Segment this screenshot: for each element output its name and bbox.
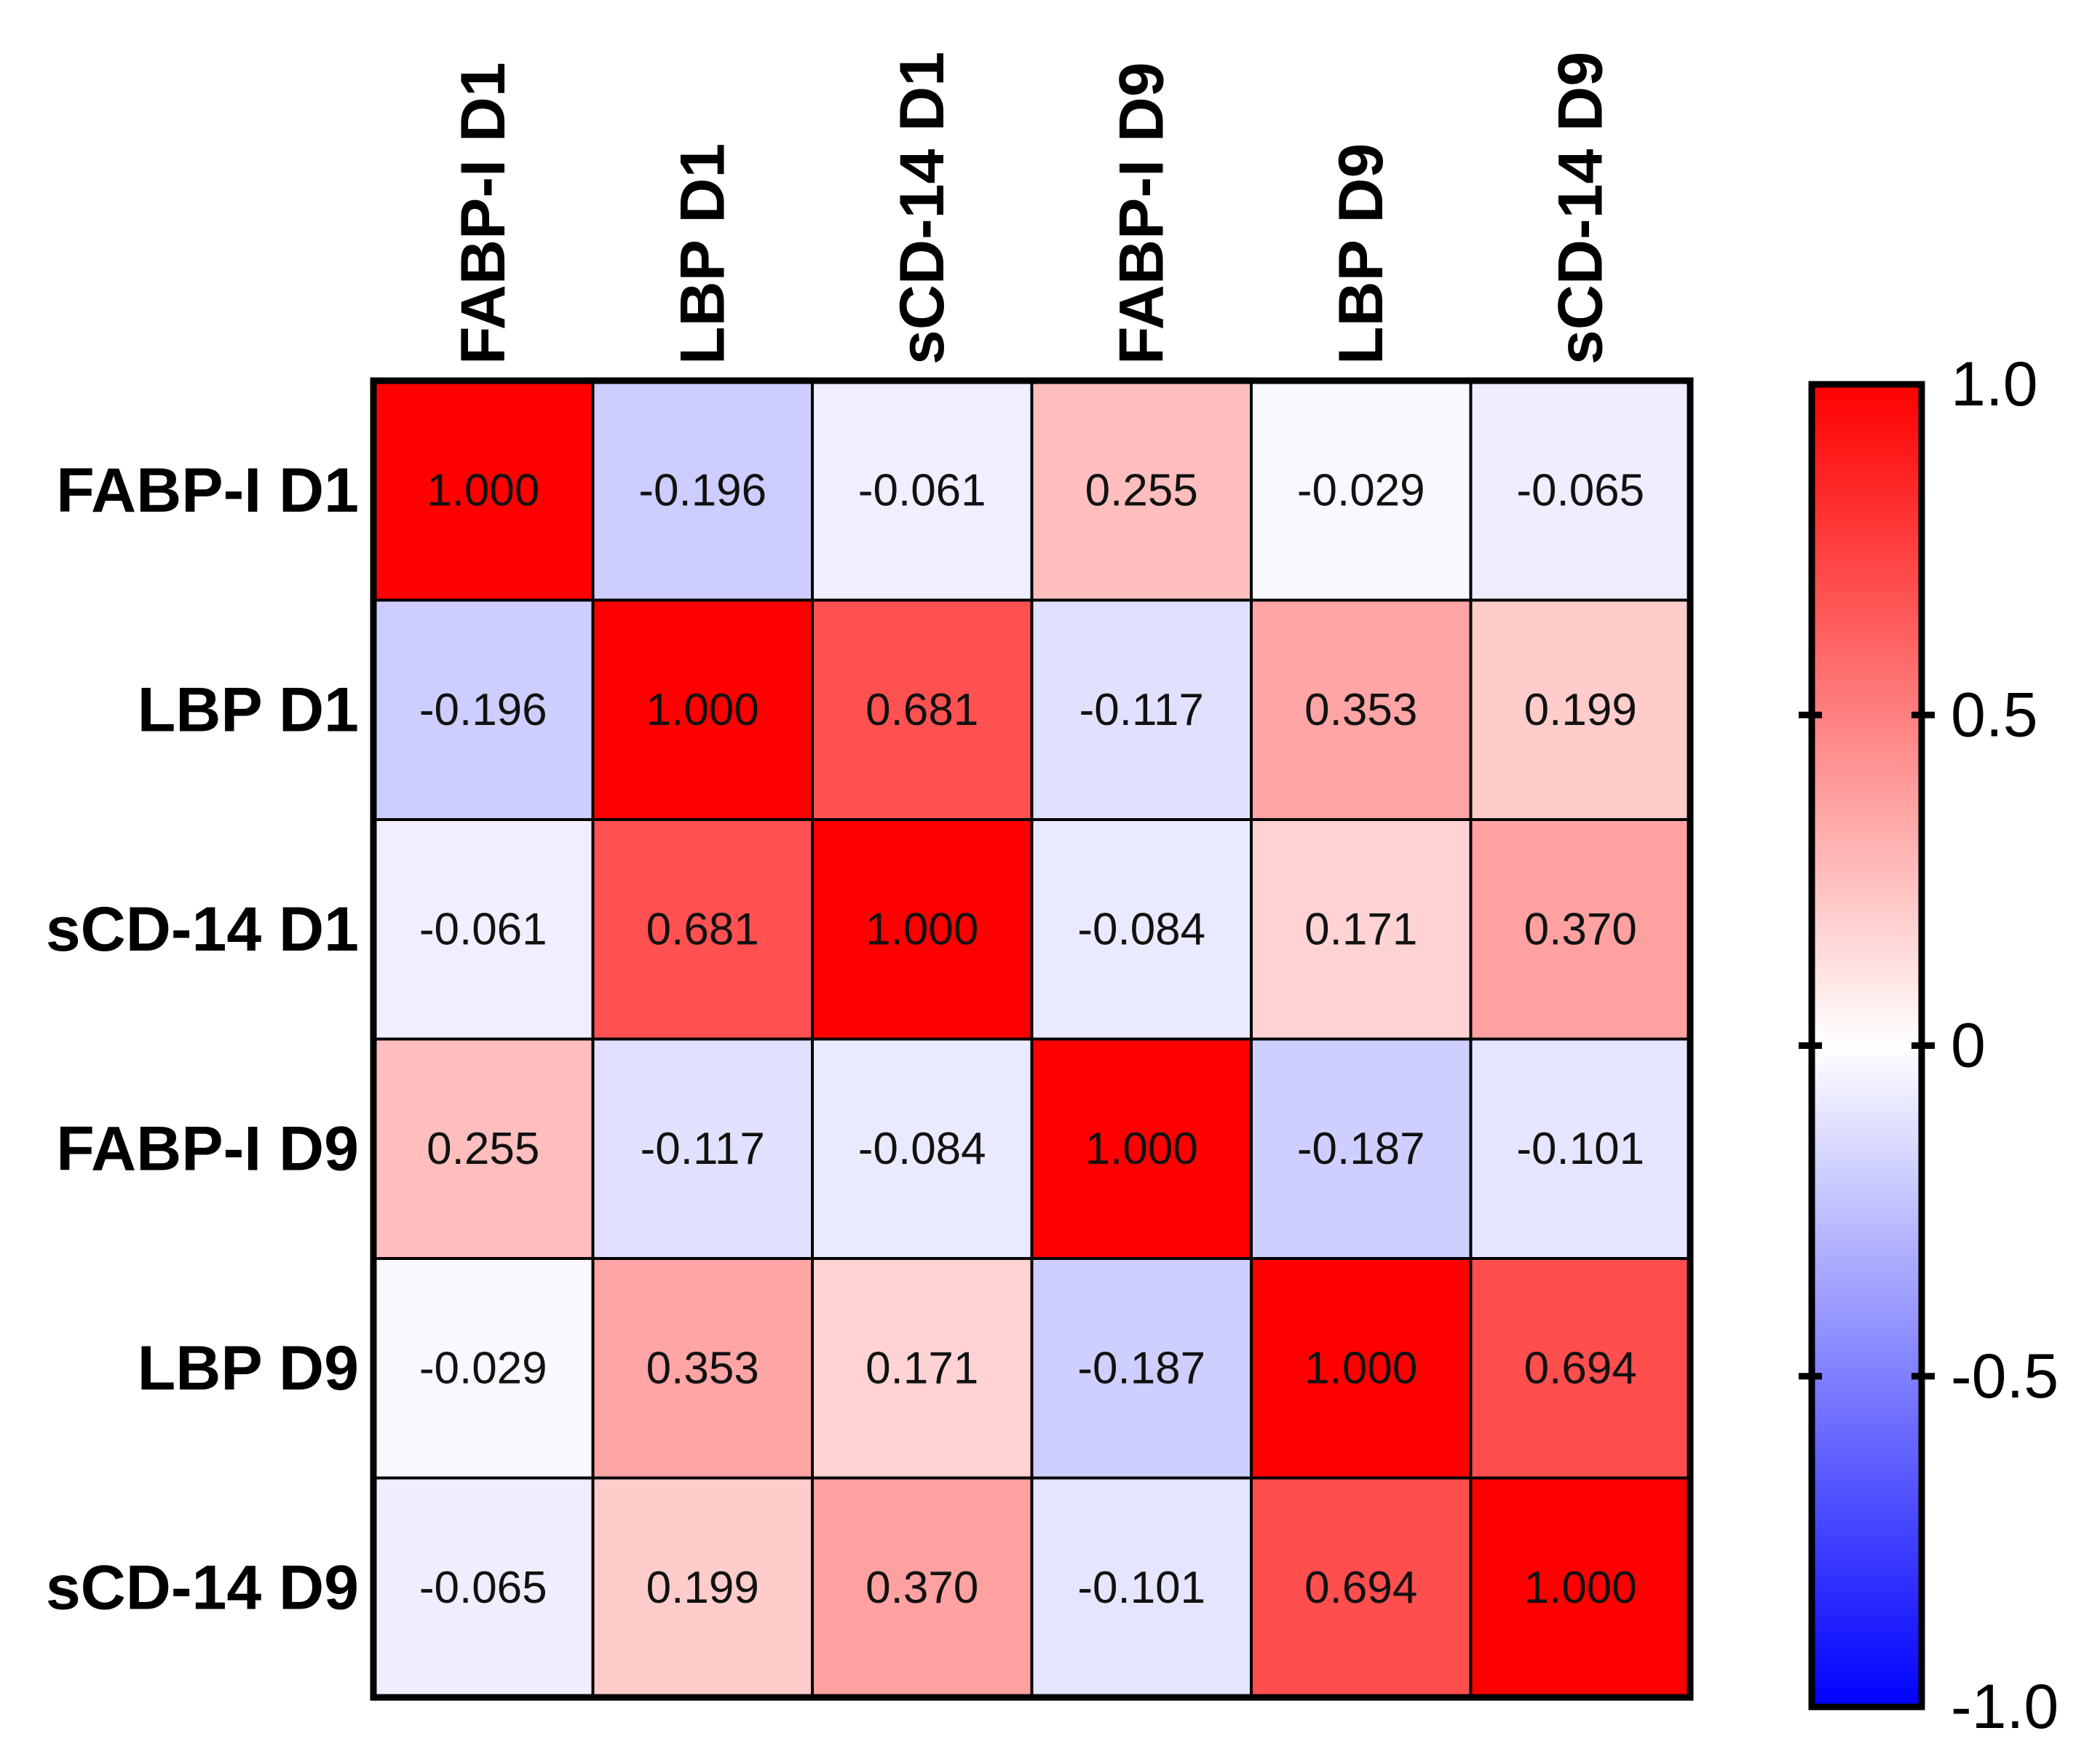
cell-value-r6-c4: -0.101 bbox=[1077, 1563, 1205, 1613]
heatmap-cell-r4-c5 bbox=[1251, 1039, 1471, 1258]
heatmap-cell-r4-c4 bbox=[1031, 1039, 1251, 1258]
heatmap-cell-r6-c1 bbox=[373, 1478, 593, 1697]
cell-value-r6-c3: 0.370 bbox=[865, 1563, 978, 1613]
cell-value-r4-c3: -0.084 bbox=[858, 1124, 986, 1174]
cell-value-r5-c5: 1.000 bbox=[1304, 1343, 1417, 1393]
heatmap-cells: 1.000 -0.196 -0.061 0.255 -0.029 -0.065 -0.196… bbox=[373, 381, 1690, 1697]
heatmap-cell-r4-c2 bbox=[593, 1039, 812, 1258]
y-axis-label-4: FABP-I D9 bbox=[56, 1114, 359, 1184]
x-axis-label-3: sCD-14 D1 bbox=[887, 52, 957, 365]
colorbar-tick-label-2: 0.5 bbox=[1951, 680, 2038, 750]
heatmap-cell-r5-c5 bbox=[1251, 1258, 1471, 1478]
heatmap-cell-r1-c2 bbox=[593, 381, 812, 600]
heatmap-cell-r3-c5 bbox=[1251, 820, 1471, 1039]
colorbar-ticks: 1.0 0.5 0 -0.5 -1.0 bbox=[1799, 349, 2059, 1742]
heatmap-cell-r1-c6 bbox=[1470, 381, 1690, 600]
heatmap-cell-r2-c1 bbox=[373, 600, 593, 820]
cell-value-r3-c5: 0.171 bbox=[1304, 904, 1417, 954]
cell-value-r2-c3: 0.681 bbox=[865, 685, 978, 735]
heatmap-cell-r2-c3 bbox=[812, 600, 1032, 820]
cell-value-r6-c2: 0.199 bbox=[646, 1563, 759, 1613]
heatmap-cell-r5-c2 bbox=[593, 1258, 812, 1478]
cell-value-r2-c4: -0.117 bbox=[1079, 685, 1204, 735]
heatmap-cell-r6-c4 bbox=[1031, 1478, 1251, 1697]
colorbar-tick-label-4: -0.5 bbox=[1951, 1341, 2059, 1411]
cell-value-r1-c1: 1.000 bbox=[427, 465, 539, 515]
colorbar-gradient bbox=[1808, 381, 1925, 1711]
y-axis-label-3: sCD-14 D1 bbox=[46, 895, 359, 964]
heatmap-cell-r6-c6 bbox=[1470, 1478, 1690, 1697]
heatmap-cell-r1-c1 bbox=[373, 381, 593, 600]
cell-value-r6-c6: 1.000 bbox=[1524, 1563, 1637, 1613]
y-axis-label-1: FABP-I D1 bbox=[56, 456, 359, 526]
heatmap-cell-r2-c4 bbox=[1031, 600, 1251, 820]
cell-value-r3-c2: 0.681 bbox=[646, 904, 759, 954]
cell-value-r5-c3: 0.171 bbox=[865, 1343, 978, 1393]
cell-value-r5-c2: 0.353 bbox=[646, 1343, 759, 1393]
heatmap-cell-r2-c2 bbox=[593, 600, 812, 820]
cell-value-r4-c6: -0.101 bbox=[1516, 1124, 1644, 1174]
heatmap-cell-r1-c5 bbox=[1251, 381, 1471, 600]
heatmap-cell-r6-c3 bbox=[812, 1478, 1032, 1697]
heatmap-cell-r1-c3 bbox=[812, 381, 1032, 600]
cell-value-r4-c5: -0.187 bbox=[1297, 1124, 1425, 1174]
y-axis-label-6: sCD-14 D9 bbox=[46, 1553, 359, 1622]
heatmap-cell-r4-c1 bbox=[373, 1039, 593, 1258]
cell-value-r1-c5: -0.029 bbox=[1297, 465, 1425, 515]
cell-value-r6-c5: 0.694 bbox=[1304, 1563, 1417, 1613]
heatmap-cell-r4-c6 bbox=[1470, 1039, 1690, 1258]
cell-value-r6-c1: -0.065 bbox=[419, 1563, 547, 1613]
heatmap-cell-r6-c5 bbox=[1251, 1478, 1471, 1697]
x-axis-label-6: sCD-14 D9 bbox=[1545, 52, 1615, 365]
cell-value-r1-c3: -0.061 bbox=[858, 465, 986, 515]
cell-value-r2-c1: -0.196 bbox=[419, 685, 547, 735]
colorbar-tick-label-3: 0 bbox=[1951, 1011, 1986, 1081]
y-axis-labels: FABP-I D1 LBP D1 sCD-14 D1 FABP-I D9 LBP D9 s… bbox=[46, 456, 359, 1623]
heatmap-cell-r5-c6 bbox=[1470, 1258, 1690, 1478]
heatmap-cell-r3-c6 bbox=[1470, 820, 1690, 1039]
cell-value-r3-c6: 0.370 bbox=[1524, 904, 1637, 954]
heatmap-cell-r5-c3 bbox=[812, 1258, 1032, 1478]
heatmap-cell-r3-c4 bbox=[1031, 820, 1251, 1039]
cell-value-r1-c4: 0.255 bbox=[1085, 465, 1198, 515]
heatmap-cell-r3-c2 bbox=[593, 820, 812, 1039]
cell-value-r3-c1: -0.061 bbox=[419, 904, 547, 954]
cell-value-r3-c4: -0.084 bbox=[1077, 904, 1205, 954]
heatmap-grid bbox=[370, 377, 1694, 1701]
cell-value-r3-c3: 1.000 bbox=[865, 904, 978, 954]
cell-value-r5-c4: -0.187 bbox=[1077, 1343, 1205, 1393]
heatmap-cell-r3-c3 bbox=[812, 820, 1032, 1039]
x-axis-label-4: FABP-I D9 bbox=[1106, 62, 1176, 365]
x-axis-labels: FABP-I D1 LBP D1 sCD-14 D1 FABP-I D9 LBP D9 s… bbox=[448, 52, 1616, 365]
heatmap-cell-r6-c2 bbox=[593, 1478, 812, 1697]
heatmap-cell-r2-c5 bbox=[1251, 600, 1471, 820]
heatmap-cell-r4-c3 bbox=[812, 1039, 1032, 1258]
cell-value-r2-c5: 0.353 bbox=[1304, 685, 1417, 735]
cell-value-r4-c1: 0.255 bbox=[427, 1124, 539, 1174]
cell-value-r2-c2: 1.000 bbox=[646, 685, 759, 735]
y-axis-label-2: LBP D1 bbox=[138, 675, 359, 745]
cell-value-r5-c6: 0.694 bbox=[1524, 1343, 1637, 1393]
x-axis-label-5: LBP D9 bbox=[1326, 143, 1396, 365]
colorbar-tick-label-1: 1.0 bbox=[1951, 349, 2038, 419]
cell-value-r5-c1: -0.029 bbox=[419, 1343, 547, 1393]
heatmap-cell-r5-c1 bbox=[373, 1258, 593, 1478]
x-axis-label-1: FABP-I D1 bbox=[448, 62, 518, 365]
heatmap-cell-r5-c4 bbox=[1031, 1258, 1251, 1478]
colorbar-tick-label-5: -1.0 bbox=[1951, 1672, 2059, 1742]
x-axis-label-2: LBP D1 bbox=[667, 143, 737, 365]
cell-value-r4-c4: 1.000 bbox=[1085, 1124, 1198, 1174]
heatmap-border bbox=[370, 377, 1694, 1701]
cell-value-r2-c6: 0.199 bbox=[1524, 685, 1637, 735]
cell-value-r4-c2: -0.117 bbox=[641, 1124, 765, 1174]
heatmap-cell-r2-c6 bbox=[1470, 600, 1690, 820]
heatmap-cell-r1-c4 bbox=[1031, 381, 1251, 600]
cell-value-r1-c6: -0.065 bbox=[1516, 465, 1644, 515]
heatmap-cell-r3-c1 bbox=[373, 820, 593, 1039]
cell-value-r1-c2: -0.196 bbox=[638, 465, 766, 515]
y-axis-label-5: LBP D9 bbox=[138, 1333, 359, 1403]
colorbar bbox=[1808, 381, 1925, 1711]
